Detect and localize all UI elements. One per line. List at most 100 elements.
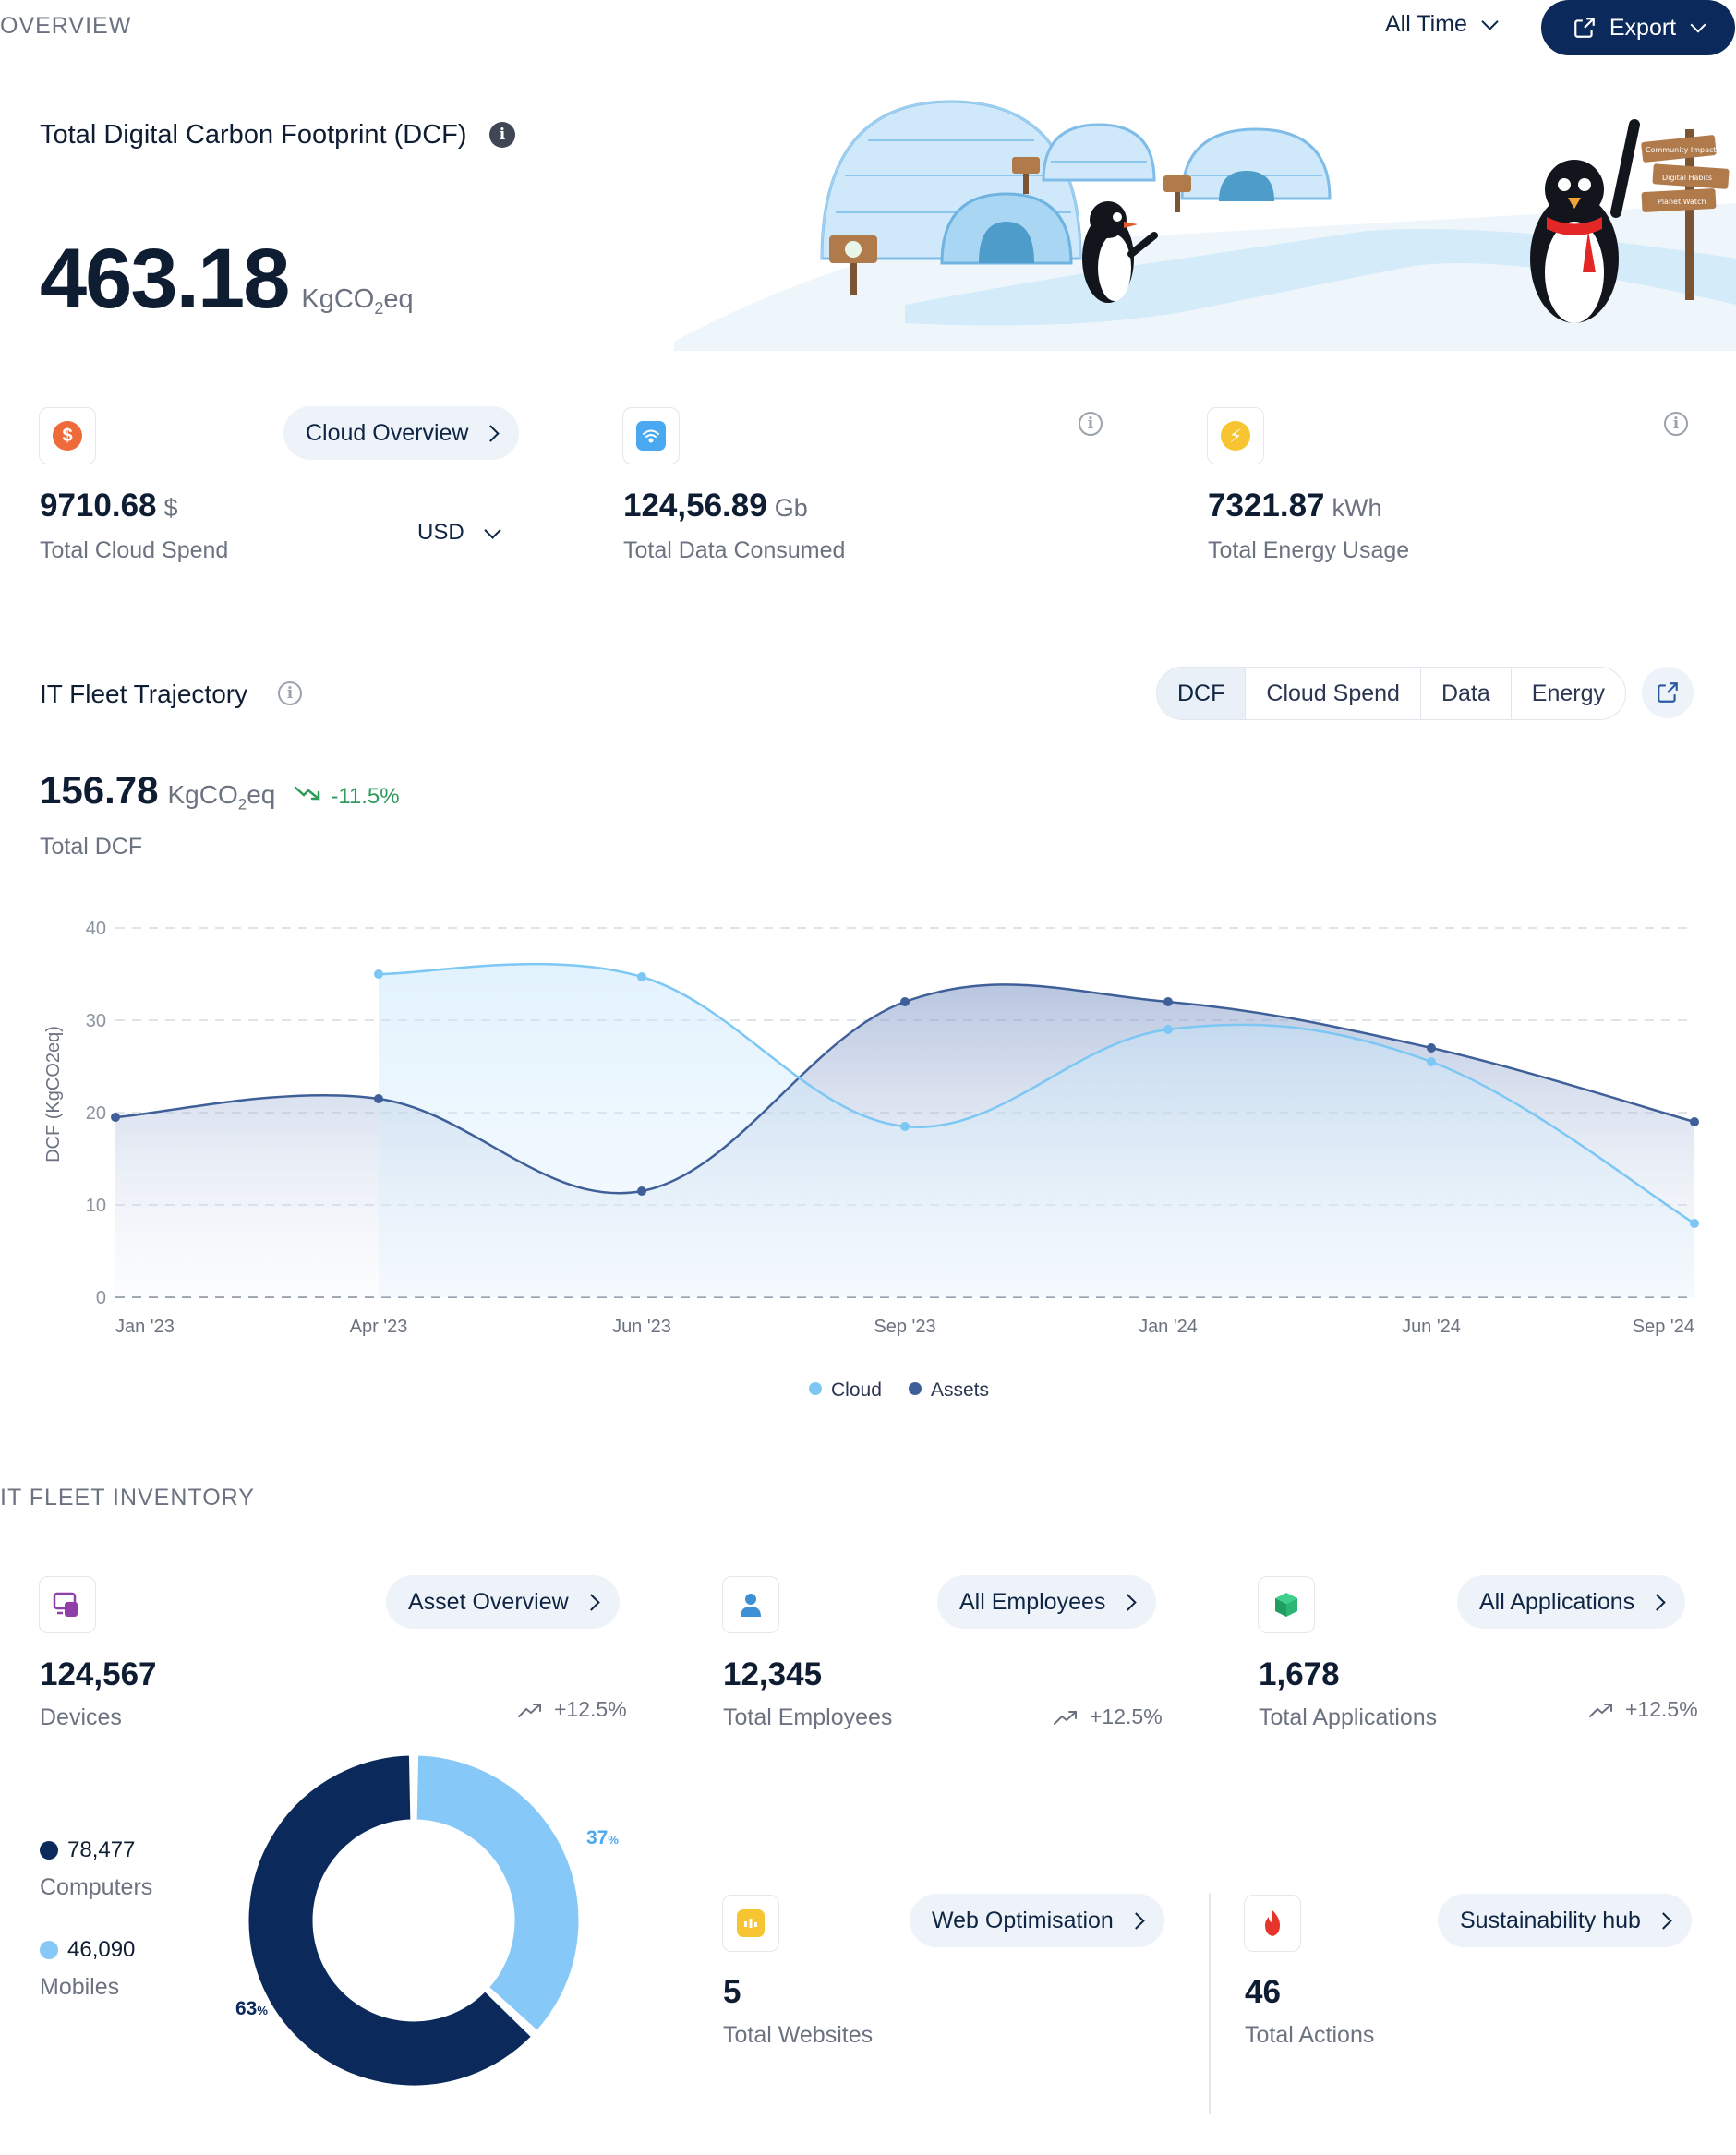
chevron-right-icon [1119,1593,1138,1611]
employees-trend: +12.5% [1053,1704,1163,1729]
legend-assets[interactable]: Assets [931,1379,989,1401]
employees-label: Total Employees [723,1704,893,1730]
energy-unit: kWh [1332,494,1382,522]
external-link-icon [1574,18,1595,38]
all-applications-link[interactable]: All Applications [1457,1575,1686,1629]
tab-cloud-spend[interactable]: Cloud Spend [1245,668,1420,719]
point-cloud[interactable] [374,969,383,979]
trajectory-title: IT Fleet Trajectory [40,680,248,708]
donut-slice-mobiles[interactable] [414,1752,582,2034]
web-optimisation-link[interactable]: Web Optimisation [910,1894,1164,1947]
y-tick-label: 30 [86,1011,106,1031]
trend-up-icon [1054,1710,1077,1725]
igloo-large-icon [820,100,1082,265]
point-assets[interactable] [1690,1117,1699,1126]
direction-sign-icon: Community Impact Digital Habits Planet W… [1641,129,1730,300]
data-icon-box [622,407,680,464]
donut-slice-computers[interactable] [246,1752,535,2089]
all-applications-label: All Applications [1479,1588,1635,1615]
dcf-value-row: 463.18 KgCO2eq [40,231,414,328]
mobiles-label: Mobiles [40,1974,120,2000]
actions-label: Total Actions [1245,2022,1375,2048]
asset-overview-label: Asset Overview [408,1588,569,1615]
legend-cloud[interactable]: Cloud [831,1379,882,1401]
x-tick-label: Jan '23 [115,1317,175,1337]
all-employees-link[interactable]: All Employees [937,1575,1157,1629]
point-assets[interactable] [111,1113,120,1122]
trajectory-label: Total DCF [40,834,143,860]
info-icon[interactable]: i [489,122,515,148]
currency-dropdown[interactable]: USD [417,520,501,546]
trajectory-chart: 0 10 20 30 40 Jan '23 Apr '23 Jun '23 Sep '23 Ja… [43,919,1699,1401]
area-cloud [379,964,1694,1297]
applications-label: Total Applications [1259,1704,1438,1730]
tab-dcf[interactable]: DCF [1157,668,1246,719]
point-assets[interactable] [374,1094,383,1103]
trajectory-value-row: 156.78 KgCO2eq -11.5% [40,768,400,814]
export-button[interactable]: Export [1541,0,1735,55]
cloud-overview-link[interactable]: Cloud Overview [283,406,520,460]
websites-label: Total Websites [723,2022,874,2048]
computers-value: 78,477 [67,1837,136,1862]
y-tick-label: 10 [86,1196,106,1216]
user-icon [741,1594,761,1617]
tab-energy[interactable]: Energy [1510,668,1625,719]
chevron-right-icon [1127,1911,1145,1930]
chevron-right-icon [582,1593,600,1611]
wifi-icon [636,421,666,451]
info-icon[interactable]: i [278,681,302,705]
tab-data[interactable]: Data [1419,668,1511,719]
x-tick-label: Sep '23 [874,1317,935,1337]
y-tick-label: 20 [86,1103,106,1124]
point-assets[interactable] [900,997,910,1006]
flame-icon [1265,1910,1280,1936]
info-icon[interactable]: i [1079,412,1103,436]
chart-legend: Cloud Assets [809,1379,989,1401]
info-icon[interactable]: i [1664,412,1688,436]
x-tick-label: Jun '24 [1402,1317,1461,1337]
open-chart-button[interactable] [1642,667,1694,718]
cloud-spend-label: Total Cloud Spend [40,537,229,563]
point-cloud[interactable] [900,1122,910,1131]
sustainability-hub-label: Sustainability hub [1460,1907,1641,1933]
trajectory-tabs: DCF Cloud Spend Data Energy [1156,667,1626,720]
period-dropdown[interactable]: All Time [1385,11,1499,38]
all-employees-label: All Employees [959,1588,1106,1615]
x-tick-label: Apr '23 [350,1317,408,1337]
dollar-icon: $ [53,421,82,451]
devices-icon [53,1592,78,1617]
legend-assets-dot [909,1382,922,1395]
mobiles-percent: 37% [586,1827,619,1848]
sustainability-hub-link[interactable]: Sustainability hub [1438,1894,1692,1947]
point-assets[interactable] [1163,997,1173,1006]
point-cloud[interactable] [1163,1025,1173,1034]
currency-label: USD [417,520,464,545]
cloud-spend-value: 9710.68 [40,488,157,524]
mobiles-legend: 46,090 Mobiles [40,1937,135,2001]
devices-icon-box [39,1576,96,1633]
y-tick-label: 0 [96,1288,106,1308]
external-link-icon [1658,682,1678,703]
chevron-right-icon [1655,1911,1672,1930]
trend-up-icon [518,1703,541,1717]
devices-donut-chart: 63% 37% [235,1752,619,2089]
svg-text:Community Impact: Community Impact [1646,146,1717,154]
mobiles-dot [40,1941,58,1959]
website-icon [737,1909,765,1937]
point-cloud[interactable] [1427,1057,1436,1066]
igloo-medium-icon [1180,127,1332,201]
asset-overview-link[interactable]: Asset Overview [386,1575,620,1629]
section-title-overview: OVERVIEW [0,13,132,39]
point-cloud[interactable] [637,972,646,981]
point-cloud[interactable] [1690,1219,1699,1228]
vertical-divider [1209,1893,1211,2114]
line-cloud [378,962,1695,1225]
point-assets[interactable] [1427,1043,1436,1053]
actions-value: 46 [1245,1974,1281,2010]
employees-icon-box [722,1576,779,1633]
applications-trend: +12.5% [1588,1697,1698,1722]
signpost-icon [829,235,877,295]
trend-up-icon [1589,1703,1612,1717]
point-assets[interactable] [637,1186,646,1196]
dcf-title: Total Digital Carbon Footprint (DCF) [40,120,467,150]
